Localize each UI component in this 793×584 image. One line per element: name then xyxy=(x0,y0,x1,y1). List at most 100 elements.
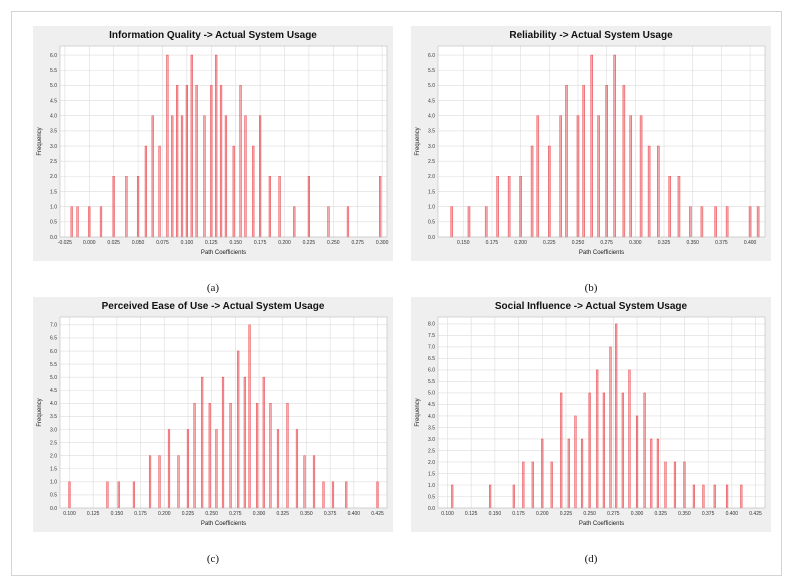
x-axis-label: Path Coefficients xyxy=(201,250,246,256)
histogram-bar xyxy=(219,85,223,238)
histogram-bar xyxy=(132,481,136,509)
histogram-bar xyxy=(605,85,608,238)
y-tick-label: 2.5 xyxy=(50,159,57,165)
y-tick-label: 4.0 xyxy=(428,114,435,120)
x-tick-label: 0.000 xyxy=(83,240,96,246)
y-tick-label: 3.0 xyxy=(428,144,435,150)
y-tick-label: 2.0 xyxy=(50,174,57,180)
histogram-bar xyxy=(232,145,235,238)
histogram-bar xyxy=(243,376,246,509)
y-tick-label: 0.0 xyxy=(428,506,435,512)
x-tick-label: 0.300 xyxy=(253,511,266,517)
histogram-bar xyxy=(177,455,180,509)
plot-area xyxy=(438,317,765,508)
y-tick-label: 5.0 xyxy=(428,391,435,397)
y-tick-label: 5.5 xyxy=(50,68,57,74)
x-tick-label: 0.175 xyxy=(134,511,147,517)
x-tick-label: 0.375 xyxy=(324,511,337,517)
y-tick-label: 5.5 xyxy=(428,379,435,385)
histogram-bar xyxy=(158,145,161,238)
histogram-bar xyxy=(99,206,103,238)
y-tick-label: 1.0 xyxy=(428,483,435,489)
x-tick-label: 0.100 xyxy=(441,511,454,517)
histogram-bar xyxy=(522,461,525,509)
histogram-bar xyxy=(756,206,760,238)
histogram-bar xyxy=(668,176,672,238)
histogram-panel-a: 0.0 0.5 1.0 1.5 2.0 2.5 3.0 3.5 4.0 4.5 5.0 5.5 6.0 -… xyxy=(33,26,393,261)
x-tick-label: 0.275 xyxy=(607,511,620,517)
y-tick-label: 4.5 xyxy=(50,98,57,104)
caption-c: (c) xyxy=(206,553,220,565)
x-tick-label: 0.100 xyxy=(181,240,194,246)
x-tick-label: -0.025 xyxy=(58,240,72,246)
x-tick-label: 0.325 xyxy=(654,511,667,517)
y-tick-label: 7.5 xyxy=(428,333,435,339)
histogram-bar xyxy=(346,206,350,238)
x-tick-label: 0.225 xyxy=(543,240,556,246)
y-tick-label: 0.0 xyxy=(50,235,57,241)
chart-title: Information Quality -> Actual System Usa… xyxy=(109,30,317,41)
histogram-bar xyxy=(224,115,228,238)
histogram-bar xyxy=(203,115,206,238)
histogram-bar xyxy=(144,145,148,238)
histogram-panel-b: 0.0 0.5 1.0 1.5 2.0 2.5 3.0 3.5 4.0 4.5 5.0 5.5 6.0 0… xyxy=(411,26,771,261)
histogram-bar xyxy=(596,369,599,509)
y-tick-label: 6.0 xyxy=(428,368,435,374)
histogram-bar xyxy=(158,455,161,509)
y-tick-label: 2.5 xyxy=(428,448,435,454)
x-tick-label: 0.125 xyxy=(465,511,478,517)
histogram-bar xyxy=(112,176,115,238)
x-tick-label: 0.200 xyxy=(514,240,527,246)
x-tick-label: 0.325 xyxy=(276,511,289,517)
y-tick-label: 1.0 xyxy=(50,480,57,486)
histogram-svg: 0.0 0.5 1.0 1.5 2.0 2.5 3.0 3.5 4.0 4.5 5.0 5.5 6.0 -… xyxy=(33,26,393,261)
histogram-bar xyxy=(467,206,471,238)
y-tick-label: 5.0 xyxy=(50,83,57,89)
histogram-bar xyxy=(180,115,184,238)
histogram-bar xyxy=(136,176,140,238)
histogram-bar xyxy=(278,176,281,238)
x-tick-label: 0.350 xyxy=(300,511,313,517)
histogram-bar xyxy=(327,206,330,238)
histogram-bar xyxy=(484,206,488,238)
x-tick-label: 0.150 xyxy=(111,511,124,517)
y-tick-label: 6.5 xyxy=(50,336,57,342)
histogram-bar xyxy=(244,115,247,238)
y-tick-label: 0.0 xyxy=(428,235,435,241)
histogram-bar xyxy=(548,145,551,238)
y-tick-label: 4.5 xyxy=(428,98,435,104)
y-tick-label: 2.5 xyxy=(50,440,57,446)
histogram-bar xyxy=(171,115,174,238)
y-tick-label: 1.0 xyxy=(50,204,57,210)
y-tick-label: 3.5 xyxy=(50,129,57,135)
x-tick-label: 0.250 xyxy=(583,511,596,517)
histogram-bar xyxy=(376,481,379,509)
histogram-bar xyxy=(151,115,154,238)
histogram-bar xyxy=(576,115,580,238)
y-tick-label: 6.0 xyxy=(50,53,57,59)
histogram-bar xyxy=(221,376,225,509)
x-tick-label: 0.050 xyxy=(132,240,145,246)
y-tick-label: 3.5 xyxy=(50,414,57,420)
histogram-bar xyxy=(208,403,211,509)
histogram-bar xyxy=(489,484,492,509)
y-axis-label: Frequency xyxy=(37,398,43,426)
histogram-bar xyxy=(379,176,382,238)
histogram-bar xyxy=(567,438,570,509)
plot-border xyxy=(59,45,388,238)
histogram-bar xyxy=(307,176,311,238)
y-tick-label: 2.0 xyxy=(428,174,435,180)
y-tick-label: 3.5 xyxy=(428,425,435,431)
histogram-svg: 0.0 0.5 1.0 1.5 2.0 2.5 3.0 3.5 4.0 4.5 5.0 5.5 6.0 6… xyxy=(33,297,393,532)
x-tick-label: 0.225 xyxy=(182,511,195,517)
x-tick-label: 0.400 xyxy=(726,511,739,517)
histogram-bar xyxy=(588,392,591,509)
histogram-bar xyxy=(531,461,534,509)
histogram-bar xyxy=(125,176,128,238)
y-tick-label: 5.5 xyxy=(50,362,57,368)
y-tick-label: 5.0 xyxy=(428,83,435,89)
histogram-bar xyxy=(70,206,73,238)
caption-d: (d) xyxy=(584,553,598,565)
histogram-bar xyxy=(689,206,692,238)
x-tick-label: 0.175 xyxy=(512,511,525,517)
